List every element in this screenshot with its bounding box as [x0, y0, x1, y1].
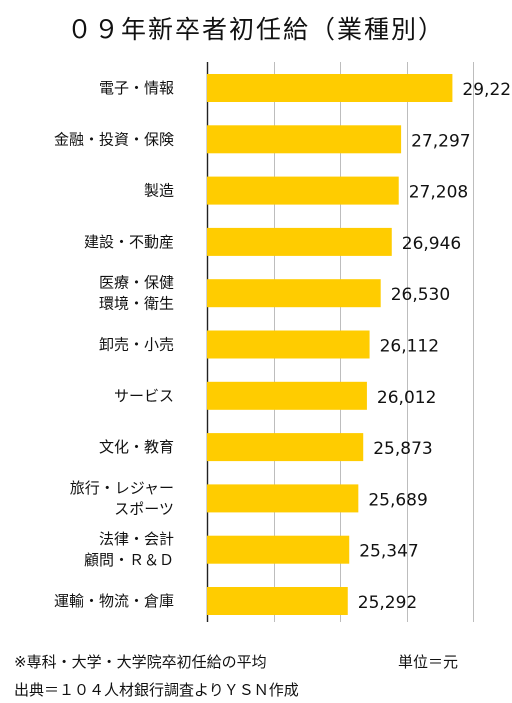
bar — [207, 125, 402, 154]
data-label: 29,226 — [462, 80, 512, 100]
footnote-note: ※専科・大学・大学院卒初任給の平均 — [14, 653, 267, 671]
data-label: 25,873 — [373, 439, 432, 459]
category-label: 金融・投資・保険 — [54, 130, 174, 148]
bar — [207, 587, 348, 615]
data-label: 26,112 — [380, 337, 439, 357]
category-label: 運輸・物流・倉庫 — [54, 592, 174, 610]
bar — [207, 176, 399, 205]
category-label: 法律・会計顧問・Ｒ＆Ｄ — [84, 530, 174, 569]
category-label: 建設・不動産 — [84, 233, 174, 251]
chart-title: ０９年新卒者初任給（業種別） — [66, 15, 445, 44]
bar — [207, 227, 392, 256]
category-label: 卸売・小売 — [99, 336, 174, 354]
bar — [207, 433, 364, 462]
bar — [207, 535, 350, 564]
category-label: 製造 — [144, 182, 174, 200]
bar — [207, 74, 453, 102]
data-label: 26,012 — [377, 388, 436, 408]
footnote-unit: 単位＝元 — [398, 653, 459, 671]
category-label: 医療・保健環境・衛生 — [99, 274, 174, 313]
data-label: 25,689 — [368, 490, 427, 510]
bar — [207, 279, 381, 308]
footnote-source: 出典＝１０４人材銀行調査よりＹＳＮ作成 — [14, 681, 299, 699]
data-label: 26,946 — [402, 234, 461, 254]
category-label: 文化・教育 — [99, 438, 174, 456]
category-label: サービス — [114, 387, 174, 405]
bar — [207, 484, 359, 513]
bar-chart: 29,226 電子・情報 27,297 金融・投資・保険 27,208 製造 26,946 建… — [54, 62, 512, 622]
category-label: 旅行・レジャースポーツ — [70, 479, 174, 518]
data-label: 25,292 — [358, 593, 417, 613]
data-label: 25,347 — [359, 542, 418, 562]
data-label: 27,297 — [411, 131, 470, 151]
bar — [207, 381, 367, 410]
data-label: 26,530 — [391, 285, 450, 305]
data-label: 27,208 — [409, 183, 468, 203]
bar — [207, 330, 370, 359]
category-label: 電子・情報 — [99, 79, 174, 97]
